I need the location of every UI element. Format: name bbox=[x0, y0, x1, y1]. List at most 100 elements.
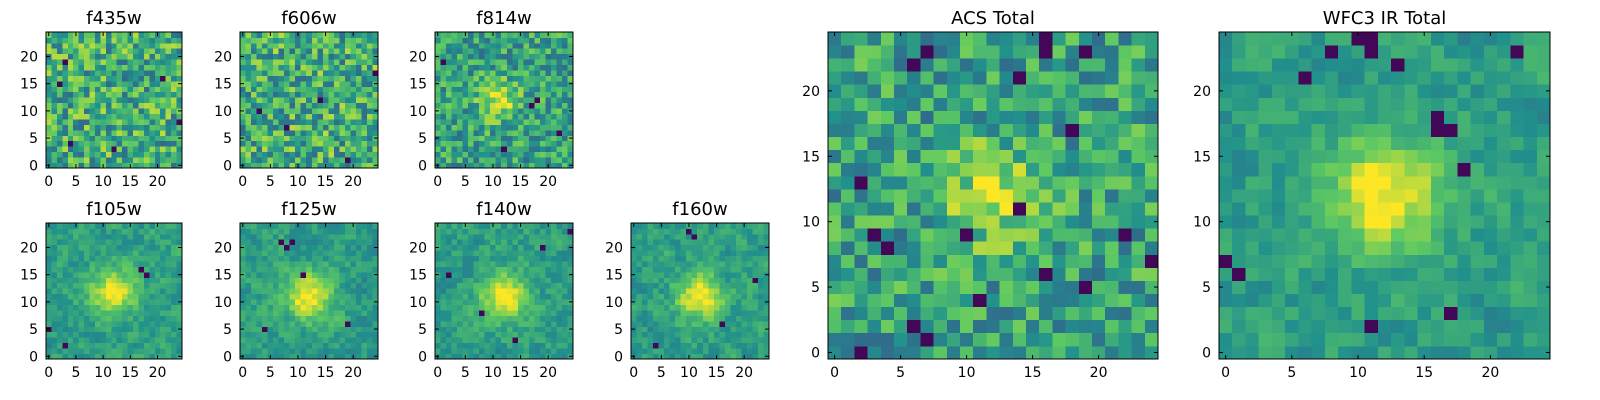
heatmap-cell bbox=[355, 113, 362, 120]
heatmap-cell bbox=[105, 140, 112, 147]
heatmap-cell bbox=[262, 113, 268, 120]
heatmap-cell bbox=[647, 326, 654, 333]
heatmap-cell bbox=[160, 135, 167, 142]
heatmap-cell bbox=[344, 233, 351, 240]
heatmap-cell bbox=[311, 288, 318, 295]
heatmap-cell bbox=[154, 108, 161, 114]
heatmap-cell bbox=[62, 348, 69, 354]
heatmap-cell bbox=[757, 228, 764, 235]
heatmap-cell bbox=[171, 299, 177, 305]
heatmap-cell bbox=[73, 86, 80, 93]
heatmap-cell bbox=[111, 315, 118, 322]
heatmap-cell bbox=[757, 271, 764, 278]
heatmap-cell bbox=[344, 70, 351, 76]
heatmap-cell bbox=[550, 42, 557, 49]
heatmap-cell bbox=[251, 129, 257, 136]
heatmap-cell bbox=[245, 293, 252, 300]
heatmap-cell bbox=[658, 255, 665, 262]
heatmap-cell bbox=[73, 304, 80, 311]
heatmap-cell bbox=[278, 157, 285, 163]
x-tick-label: 10 bbox=[94, 174, 112, 190]
heatmap-cell bbox=[251, 266, 257, 273]
heatmap-cell bbox=[669, 228, 676, 235]
heatmap-cell bbox=[51, 331, 58, 338]
heatmap-cell bbox=[289, 86, 296, 93]
heatmap-cell bbox=[462, 102, 469, 109]
heatmap-cell bbox=[127, 266, 134, 273]
heatmap-cell bbox=[534, 59, 541, 66]
heatmap-cell bbox=[528, 32, 535, 38]
x-tick-label: 15 bbox=[512, 174, 530, 190]
heatmap-cell bbox=[361, 244, 368, 251]
heatmap-cell bbox=[636, 315, 643, 322]
heatmap-cell bbox=[256, 86, 263, 93]
heatmap-cell bbox=[501, 233, 508, 240]
heatmap-cell bbox=[534, 80, 541, 87]
heatmap-cell bbox=[680, 310, 687, 316]
heatmap-cell bbox=[355, 151, 362, 158]
heatmap-cell bbox=[344, 277, 351, 284]
heatmap-cell bbox=[1092, 280, 1106, 294]
heatmap-cell bbox=[713, 228, 720, 235]
heatmap-cell bbox=[752, 271, 759, 278]
heatmap-cell bbox=[479, 124, 486, 131]
heatmap-cell bbox=[149, 348, 156, 354]
heatmap-cell bbox=[523, 348, 530, 354]
heatmap-cell bbox=[295, 135, 302, 142]
heatmap-cell bbox=[523, 250, 530, 257]
heatmap-cell bbox=[523, 119, 530, 125]
heatmap-cell bbox=[46, 151, 52, 158]
heatmap-cell bbox=[344, 282, 351, 289]
heatmap-cell bbox=[56, 353, 63, 360]
heatmap-cell bbox=[311, 151, 318, 158]
heatmap-cell bbox=[719, 331, 726, 338]
heatmap-cell bbox=[372, 48, 379, 55]
heatmap-cell bbox=[828, 228, 842, 242]
heatmap-cell bbox=[100, 261, 107, 267]
heatmap-cell bbox=[322, 37, 329, 44]
heatmap-cell bbox=[240, 119, 246, 125]
heatmap-cell bbox=[920, 162, 934, 177]
heatmap-cell bbox=[490, 348, 497, 354]
heatmap-cell bbox=[462, 129, 469, 136]
heatmap-cell bbox=[262, 119, 268, 125]
heatmap-cell bbox=[1144, 280, 1159, 294]
heatmap-cell bbox=[523, 91, 530, 98]
heatmap-cell bbox=[67, 353, 74, 360]
heatmap-cell bbox=[506, 342, 513, 349]
heatmap-cell bbox=[490, 326, 497, 333]
y-tick-label: 0 bbox=[29, 158, 38, 174]
heatmap-cell bbox=[256, 119, 263, 125]
heatmap-cell bbox=[165, 239, 172, 246]
heatmap-cell bbox=[534, 86, 541, 93]
heatmap-cell bbox=[73, 42, 80, 49]
heatmap-cell bbox=[713, 239, 720, 246]
heatmap-cell bbox=[1026, 175, 1040, 190]
heatmap-cell bbox=[691, 310, 698, 316]
heatmap-cell bbox=[534, 223, 541, 229]
heatmap-cell bbox=[647, 255, 654, 262]
heatmap-cell bbox=[94, 239, 101, 246]
heatmap-cell bbox=[94, 348, 101, 354]
heatmap-cell bbox=[67, 129, 74, 136]
heatmap-cell bbox=[116, 239, 123, 246]
heatmap-cell bbox=[311, 228, 318, 235]
heatmap-cell bbox=[295, 293, 302, 300]
heatmap-cell bbox=[719, 233, 726, 240]
heatmap-cell bbox=[89, 293, 96, 300]
heatmap-cell bbox=[300, 42, 307, 49]
heatmap-cell bbox=[664, 326, 671, 333]
heatmap-cell bbox=[697, 277, 704, 284]
heatmap-cell bbox=[517, 266, 524, 273]
heatmap-cell bbox=[84, 53, 90, 60]
heatmap-cell bbox=[473, 277, 480, 284]
heatmap-cell bbox=[746, 261, 753, 267]
heatmap-cell bbox=[457, 320, 463, 327]
heatmap-cell bbox=[311, 91, 318, 98]
heatmap-cell bbox=[328, 239, 335, 246]
heatmap-cell bbox=[567, 320, 574, 327]
heatmap-cell bbox=[366, 337, 373, 344]
heatmap-cell bbox=[550, 102, 557, 109]
heatmap-cell bbox=[344, 348, 351, 354]
heatmap-cell bbox=[306, 293, 313, 300]
